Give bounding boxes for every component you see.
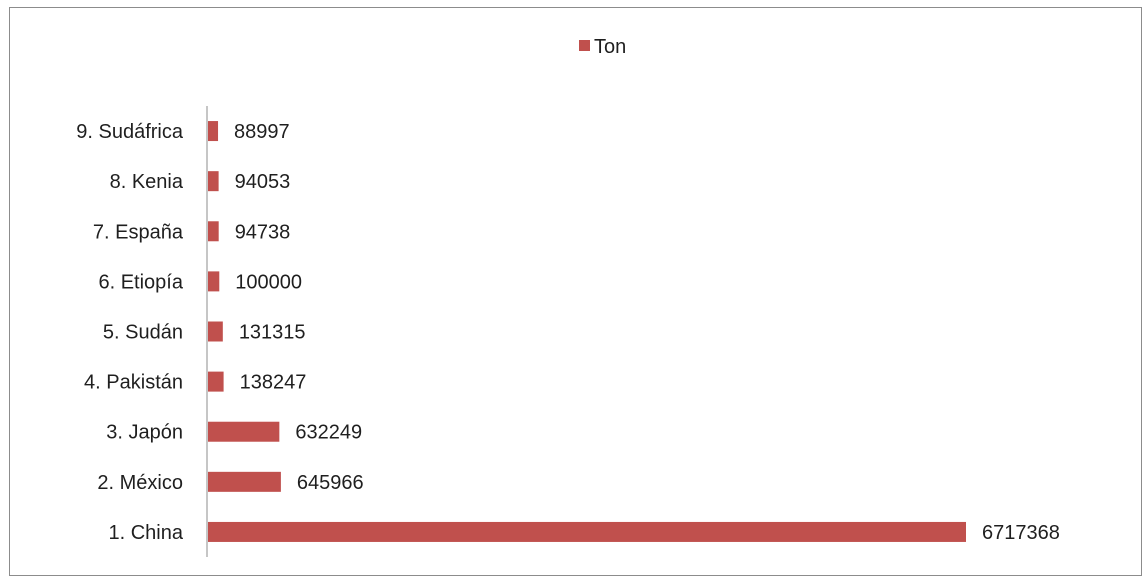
data-label-7: 94738 <box>235 221 291 243</box>
bar-2 <box>208 471 281 492</box>
category-label-5: 5. Sudán <box>103 322 183 344</box>
data-label-1: 6717368 <box>982 522 1060 544</box>
bar-6 <box>208 271 220 292</box>
bar-5 <box>208 321 223 342</box>
category-label-4: 4. Pakistán <box>84 372 183 394</box>
data-label-3: 632249 <box>295 422 362 444</box>
category-label-6: 6. Etiopía <box>98 271 183 293</box>
category-label-3: 3. Japón <box>106 422 183 444</box>
data-label-4: 138247 <box>240 372 307 394</box>
bar-4 <box>208 371 224 392</box>
plot-area: 1. China 6717368 2. México 645966 3. Japón 63… <box>76 121 1060 544</box>
data-label-2: 645966 <box>297 472 364 494</box>
bar-7 <box>208 221 219 242</box>
bar-3 <box>208 421 280 442</box>
bar-9 <box>208 121 219 142</box>
chart-frame <box>9 7 1142 576</box>
legend: Ton <box>579 36 626 58</box>
category-label-7: 7. España <box>93 221 184 243</box>
legend-swatch <box>579 40 590 51</box>
bar-8 <box>208 171 219 192</box>
data-label-9: 88997 <box>234 121 290 143</box>
category-label-2: 2. México <box>97 472 183 494</box>
bar-1 <box>208 521 966 542</box>
category-label-1: 1. China <box>109 522 184 544</box>
legend-label: Ton <box>594 36 626 58</box>
data-label-6: 100000 <box>235 271 302 293</box>
category-label-9: 9. Sudáfrica <box>76 121 184 143</box>
category-label-8: 8. Kenia <box>110 171 184 193</box>
data-label-5: 131315 <box>239 322 306 344</box>
data-label-8: 94053 <box>235 171 291 193</box>
